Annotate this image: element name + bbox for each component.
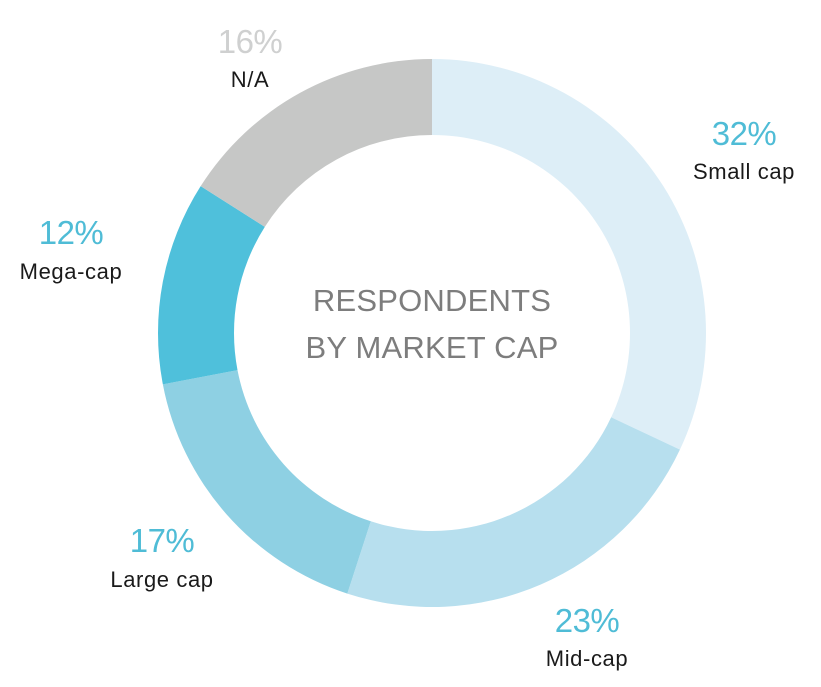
value-label: 16% bbox=[218, 23, 283, 60]
category-label: Mid-cap bbox=[546, 646, 628, 671]
category-label: Small cap bbox=[693, 159, 795, 184]
value-label: 23% bbox=[555, 602, 620, 639]
category-label: Large cap bbox=[110, 567, 213, 592]
value-label: 12% bbox=[39, 214, 104, 251]
chart-title-line-2: BY MARKET CAP bbox=[306, 330, 559, 365]
slice-mid-cap bbox=[347, 417, 680, 607]
value-label: 17% bbox=[130, 522, 195, 559]
category-label: Mega-cap bbox=[20, 259, 123, 284]
slice-n-a bbox=[200, 59, 432, 227]
category-label: N/A bbox=[231, 67, 269, 92]
donut-slices bbox=[157, 59, 707, 607]
slice-labels: 32% Small cap 23% Mid-cap 17% Large cap 12% Meg… bbox=[20, 23, 795, 671]
chart-title-line-1: RESPONDENTS bbox=[313, 283, 551, 318]
slice-mega-cap bbox=[157, 186, 265, 385]
value-label: 32% bbox=[712, 115, 777, 152]
slice-large-cap bbox=[162, 370, 371, 594]
slice-small-cap bbox=[432, 59, 707, 450]
